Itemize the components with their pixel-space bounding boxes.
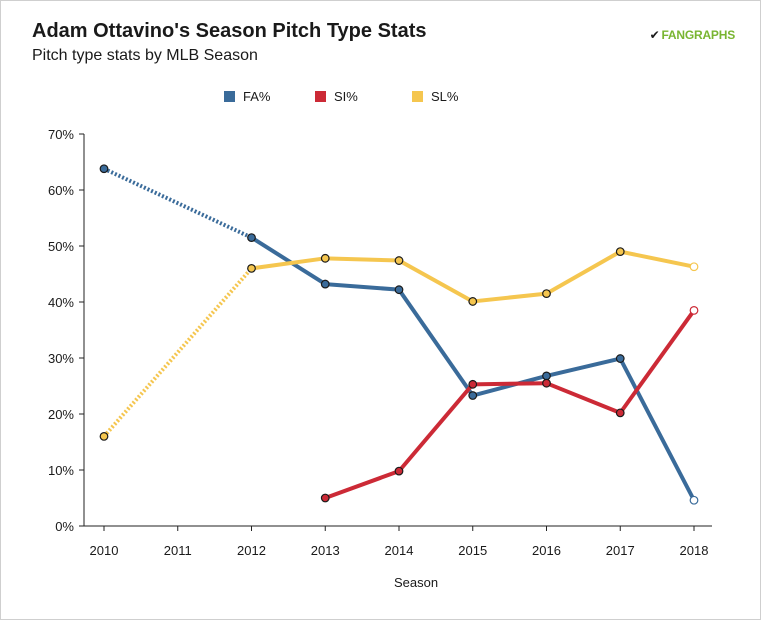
legend-swatch	[224, 91, 235, 102]
x-tick-label: 2012	[237, 543, 266, 558]
series-segment-sl	[102, 267, 254, 438]
series-segment-si	[472, 381, 547, 387]
y-tick-label: 60%	[48, 183, 74, 198]
series-segment-si	[324, 469, 400, 500]
series-segment-si	[397, 383, 475, 473]
data-point-fa	[689, 495, 699, 505]
legend-label: SI%	[334, 89, 358, 104]
brand-mark-icon: ✔	[649, 28, 660, 42]
brand-text: FANGRAPHS	[661, 28, 735, 42]
data-point-sl	[615, 247, 625, 257]
data-point-sl	[99, 432, 109, 441]
y-tick-label: 0%	[55, 519, 74, 534]
x-tick-label: 2015	[458, 543, 487, 558]
data-point-fa	[468, 391, 478, 400]
data-point-sl	[394, 256, 404, 265]
data-point-si	[320, 493, 330, 503]
series-segment-sl	[545, 249, 622, 296]
data-point-si	[468, 379, 478, 389]
series-segment-sl	[251, 256, 326, 271]
y-tick-label: 50%	[48, 239, 74, 254]
y-tick-label: 30%	[48, 351, 74, 366]
x-tick-label: 2017	[606, 543, 635, 558]
series-segment-fa	[250, 235, 327, 286]
x-tick-label: 2016	[532, 543, 561, 558]
y-tick-label: 10%	[48, 463, 74, 478]
series-segment-sl	[619, 249, 695, 269]
x-tick-label: 2018	[680, 543, 709, 558]
data-point-sl	[468, 297, 478, 306]
chart-title: Adam Ottavino's Season Pitch Type Stats	[32, 20, 427, 42]
series-segment-fa	[618, 357, 696, 502]
y-tick-label: 70%	[48, 127, 74, 142]
data-point-si	[394, 466, 404, 476]
y-tick-label: 40%	[48, 295, 74, 310]
data-point-sl	[542, 289, 551, 299]
series-segment-sl	[325, 256, 400, 263]
x-tick-label: 2013	[311, 543, 340, 558]
y-tick-label: 20%	[48, 407, 74, 422]
data-point-fa	[542, 371, 551, 381]
data-point-si	[689, 306, 699, 315]
data-point-fa	[615, 354, 625, 363]
legend-swatch	[412, 91, 423, 102]
data-point-si	[615, 408, 625, 418]
data-point-fa	[99, 164, 109, 174]
data-point-sl	[689, 262, 699, 272]
data-point-sl	[320, 253, 330, 263]
legend-label: FA%	[243, 89, 271, 104]
x-tick-label: 2011	[164, 543, 192, 558]
data-point-sl	[247, 264, 256, 273]
series-segment-si	[618, 309, 696, 415]
data-point-fa	[247, 233, 256, 243]
series-segment-fa	[325, 282, 400, 292]
chart-subtitle: Pitch type stats by MLB Season	[32, 47, 258, 64]
data-point-si	[542, 378, 551, 388]
legend-swatch	[315, 91, 326, 102]
data-point-fa	[320, 279, 330, 289]
x-tick-label: 2014	[385, 543, 414, 558]
series-segment-sl	[472, 291, 547, 304]
series-segment-sl	[398, 258, 474, 304]
series-segment-fa	[103, 166, 253, 240]
series-segment-fa	[546, 356, 621, 378]
data-point-fa	[394, 285, 404, 295]
x-axis-label: Season	[394, 575, 438, 590]
legend-label: SL%	[431, 89, 459, 104]
series-segment-si	[545, 381, 621, 415]
x-tick-label: 2010	[90, 543, 119, 558]
series-segment-fa	[397, 288, 475, 397]
fangraphs-logo: ✔ FANGRAPHS	[649, 28, 736, 42]
